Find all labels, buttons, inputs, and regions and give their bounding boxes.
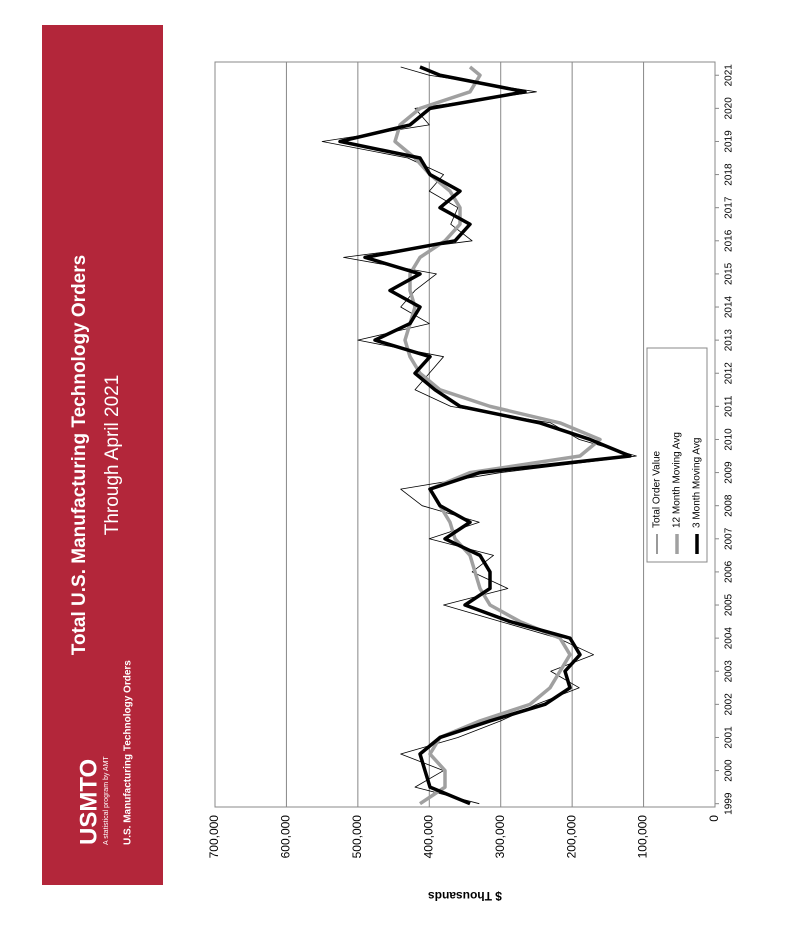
x-tick-label: 2021 bbox=[724, 64, 735, 87]
y-tick-label: 0 bbox=[707, 815, 721, 822]
y-tick-label: 700,000 bbox=[207, 815, 221, 859]
x-tick-label: 2013 bbox=[724, 329, 735, 352]
x-tick-label: 2010 bbox=[724, 428, 735, 451]
logo: USMTO bbox=[75, 759, 102, 845]
x-tick-label: 2006 bbox=[724, 560, 735, 583]
x-tick-label: 2014 bbox=[724, 295, 735, 318]
y-tick-label: 300,000 bbox=[493, 815, 507, 859]
x-tick-label: 2018 bbox=[724, 163, 735, 186]
x-tick-label: 2019 bbox=[724, 130, 735, 153]
x-tick-label: 2009 bbox=[724, 461, 735, 484]
y-tick-label: 200,000 bbox=[564, 815, 578, 859]
x-tick-label: 2020 bbox=[724, 97, 735, 120]
x-tick-label: 2007 bbox=[724, 527, 735, 550]
y-tick-label: 100,000 bbox=[636, 815, 650, 859]
legend-label: 3 Month Moving Avg bbox=[692, 438, 703, 528]
x-tick-label: 2012 bbox=[724, 362, 735, 385]
y-tick-label: 500,000 bbox=[350, 815, 364, 859]
legend-box bbox=[646, 347, 708, 563]
plot-frame bbox=[214, 61, 716, 808]
x-tick-label: 2016 bbox=[724, 229, 735, 252]
y-tick-label: 600,000 bbox=[279, 815, 293, 859]
y-axis-title: $ Thousands bbox=[428, 889, 502, 903]
x-tick-label: 2002 bbox=[724, 693, 735, 716]
x-tick-label: 2005 bbox=[724, 593, 735, 616]
tagline: A statistical program by AMT bbox=[103, 756, 110, 845]
x-tick-label: 2011 bbox=[724, 395, 735, 417]
x-tick-label: 2000 bbox=[724, 759, 735, 782]
series-line bbox=[338, 65, 632, 806]
x-tick-label: 2001 bbox=[724, 726, 735, 749]
banner-title: Total U.S. Manufacturing Technology Orde… bbox=[69, 255, 90, 655]
x-tick-label: 2004 bbox=[724, 627, 735, 650]
banner-subtitle: Through April 2021 bbox=[102, 375, 123, 536]
plot: 0 100,000 200,000 300,000 400,000 500,000 600,… bbox=[207, 61, 735, 903]
x-tick-label: 2015 bbox=[724, 262, 735, 285]
series-line bbox=[393, 65, 602, 806]
x-tick-label: 2003 bbox=[724, 660, 735, 683]
x-tick-label: 2017 bbox=[724, 196, 735, 219]
banner bbox=[42, 25, 163, 885]
legend-label: 12 Month Moving Avg bbox=[672, 432, 683, 528]
banner-text: Total U.S. Manufacturing Technology Orde… bbox=[69, 255, 134, 845]
legend-label: Total Order Value bbox=[652, 450, 663, 528]
y-tick-label: 400,000 bbox=[421, 815, 435, 859]
program-name: U.S. Manufacturing Technology Orders bbox=[123, 660, 134, 845]
x-tick-label: 2008 bbox=[724, 494, 735, 517]
x-tick-label: 1999 bbox=[724, 792, 735, 815]
